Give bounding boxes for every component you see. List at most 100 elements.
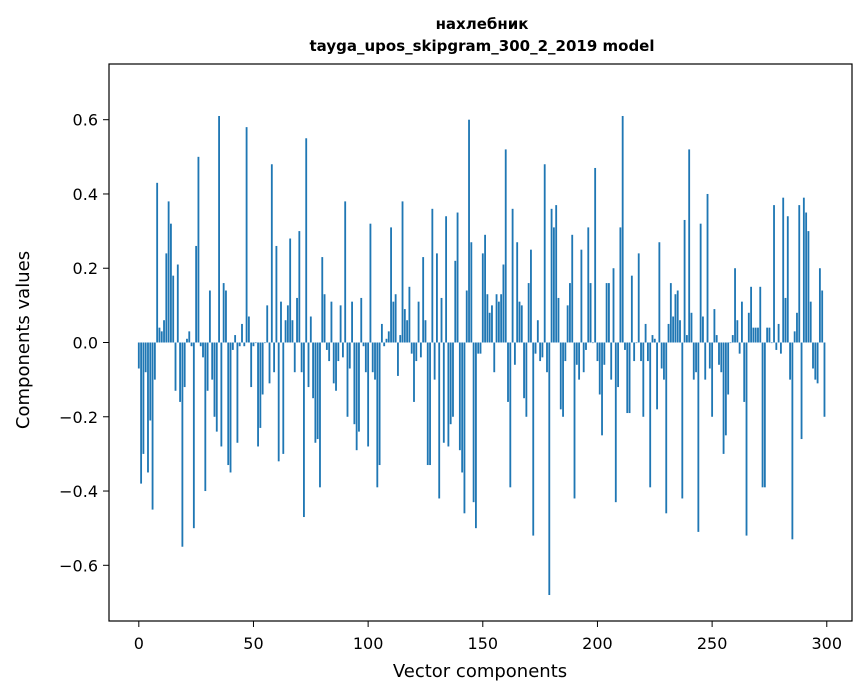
bar-49 [250, 342, 253, 388]
bar-62 [280, 301, 282, 343]
bar-293 [809, 301, 812, 343]
bar-276 [770, 342, 773, 344]
bar-90 [344, 201, 347, 343]
bar-127 [429, 342, 431, 466]
bar-116 [403, 309, 406, 343]
bar-135 [447, 342, 450, 447]
bar-13 [167, 201, 170, 343]
bar-191 [575, 342, 578, 365]
bar-81 [323, 294, 326, 343]
y-tick-label: 0.6 [73, 111, 98, 130]
bar-272 [761, 342, 764, 488]
bar-30 [206, 342, 209, 391]
x-axis-ticks: 0 50 100 150 200 250 300 [134, 621, 842, 653]
bar-80 [321, 257, 324, 343]
bar-112 [394, 294, 397, 343]
bar-205 [608, 283, 610, 343]
y-tick-label: −0.4 [59, 482, 98, 501]
bar-269 [754, 327, 757, 343]
bar-260 [734, 268, 736, 343]
bar-1 [140, 342, 143, 484]
bar-279 [777, 323, 780, 343]
bar-9 [158, 327, 161, 343]
bar-134 [445, 216, 448, 343]
bar-263 [741, 301, 743, 343]
bar-277 [773, 205, 775, 343]
bar-266 [747, 312, 750, 343]
bar-78 [316, 342, 319, 440]
bar-48 [247, 316, 250, 343]
bar-234 [674, 294, 677, 343]
bar-70 [298, 231, 301, 343]
bar-96 [358, 342, 360, 432]
bar-204 [605, 283, 608, 343]
bar-17 [176, 264, 179, 343]
bar-27 [199, 342, 202, 347]
x-tick-label: 0 [134, 634, 144, 653]
bar-120 [413, 342, 415, 402]
bar-76 [312, 342, 315, 399]
bar-105 [378, 342, 381, 466]
bar-267 [750, 286, 753, 343]
bar-44 [238, 342, 241, 347]
bar-139 [456, 212, 459, 343]
bar-175 [539, 342, 542, 362]
x-tick-label: 200 [582, 634, 613, 653]
bar-252 [715, 335, 718, 343]
bar-16 [174, 342, 177, 391]
bar-61 [277, 342, 280, 462]
bar-71 [300, 342, 303, 373]
bar-159 [502, 264, 505, 343]
bar-295 [814, 342, 817, 380]
bar-122 [417, 301, 420, 343]
bar-284 [789, 342, 791, 380]
bar-280 [779, 342, 782, 354]
bar-34 [215, 342, 218, 432]
plot-frame [108, 63, 853, 622]
bar-12 [165, 253, 168, 343]
bar-151 [484, 234, 486, 343]
bar-298 [821, 290, 824, 343]
bar-87 [337, 342, 340, 362]
bar-218 [637, 253, 640, 343]
bar-6 [151, 342, 154, 510]
bar-196 [587, 227, 590, 343]
bar-220 [642, 342, 645, 417]
bar-163 [511, 208, 514, 343]
bar-108 [385, 338, 388, 343]
bar-259 [731, 335, 734, 343]
y-tick-label: 0.4 [73, 185, 98, 204]
bar-157 [497, 301, 500, 343]
bar-181 [552, 227, 555, 343]
bar-4 [147, 342, 149, 473]
bar-7 [153, 342, 156, 380]
bar-64 [284, 320, 287, 343]
bar-150 [481, 253, 484, 343]
bar-177 [543, 164, 546, 343]
bar-193 [580, 249, 583, 343]
bar-292 [807, 231, 810, 343]
bar-235 [676, 290, 679, 343]
bar-148 [477, 342, 480, 354]
bar-125 [424, 320, 427, 343]
bar-69 [296, 297, 298, 343]
bar-73 [305, 138, 308, 343]
bar-115 [401, 201, 404, 343]
bar-52 [257, 342, 259, 447]
bar-202 [601, 342, 603, 436]
bar-53 [259, 342, 262, 428]
bar-186 [564, 342, 567, 362]
bar-39 [227, 342, 230, 466]
bar-243 [695, 342, 697, 373]
bar-249 [708, 342, 711, 369]
bar-230 [665, 342, 668, 514]
bar-65 [286, 305, 289, 343]
bar-239 [685, 335, 688, 343]
bar-213 [626, 342, 629, 414]
bar-57 [268, 342, 271, 384]
bar-216 [633, 342, 636, 362]
bar-297 [818, 268, 821, 343]
bar-229 [663, 342, 665, 380]
bar-32 [211, 342, 214, 380]
bar-254 [720, 342, 723, 373]
